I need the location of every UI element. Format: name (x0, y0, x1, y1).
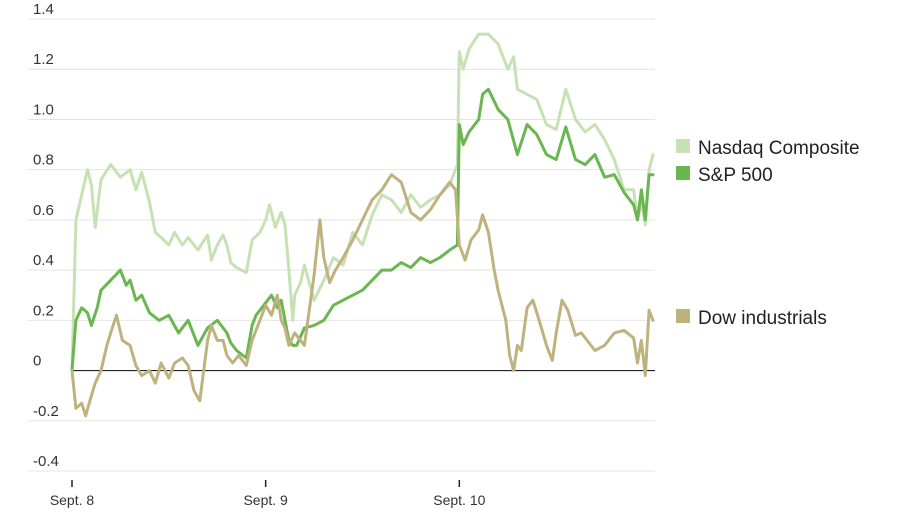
y-tick-label: 0.6 (33, 202, 54, 219)
x-axis-ticks: Sept. 8 Sept. 9 Sept. 10 (50, 480, 486, 508)
y-tick-label: 0.4 (33, 252, 54, 269)
y-tick-label: -0.2 (33, 403, 59, 420)
legend-swatch (676, 166, 690, 180)
x-tick-label: Sept. 9 (243, 492, 288, 508)
y-tick-label: 1.0 (33, 101, 54, 118)
series-line-2 (70, 173, 655, 418)
y-tick-label: -0.4 (33, 453, 59, 470)
series-line-1 (70, 87, 655, 373)
legend-swatch (676, 309, 690, 323)
series-lines (70, 32, 655, 418)
x-tick-label: Sept. 10 (433, 492, 485, 508)
y-tick-label: 1.2 (33, 51, 54, 68)
y-tick-label: 1.4 (33, 1, 54, 18)
series-line-0 (70, 32, 655, 373)
y-tick-label: 0.8 (33, 152, 54, 169)
legend-label: Nasdaq Composite (698, 138, 860, 159)
legend-swatch (676, 139, 690, 153)
legend-label: S&P 500 (698, 165, 773, 186)
gridlines (28, 18, 655, 472)
y-axis-ticks: -0.4 -0.2 0 0.2 0.4 0.6 0.8 1.0 1.2 1.4 (33, 1, 59, 470)
legend: Nasdaq Composite S&P 500 Dow industrials (676, 138, 860, 329)
y-tick-label: 0 (33, 353, 41, 370)
x-tick-label: Sept. 8 (50, 492, 95, 508)
y-tick-label: 0.2 (33, 302, 54, 319)
legend-label: Dow industrials (698, 308, 827, 329)
